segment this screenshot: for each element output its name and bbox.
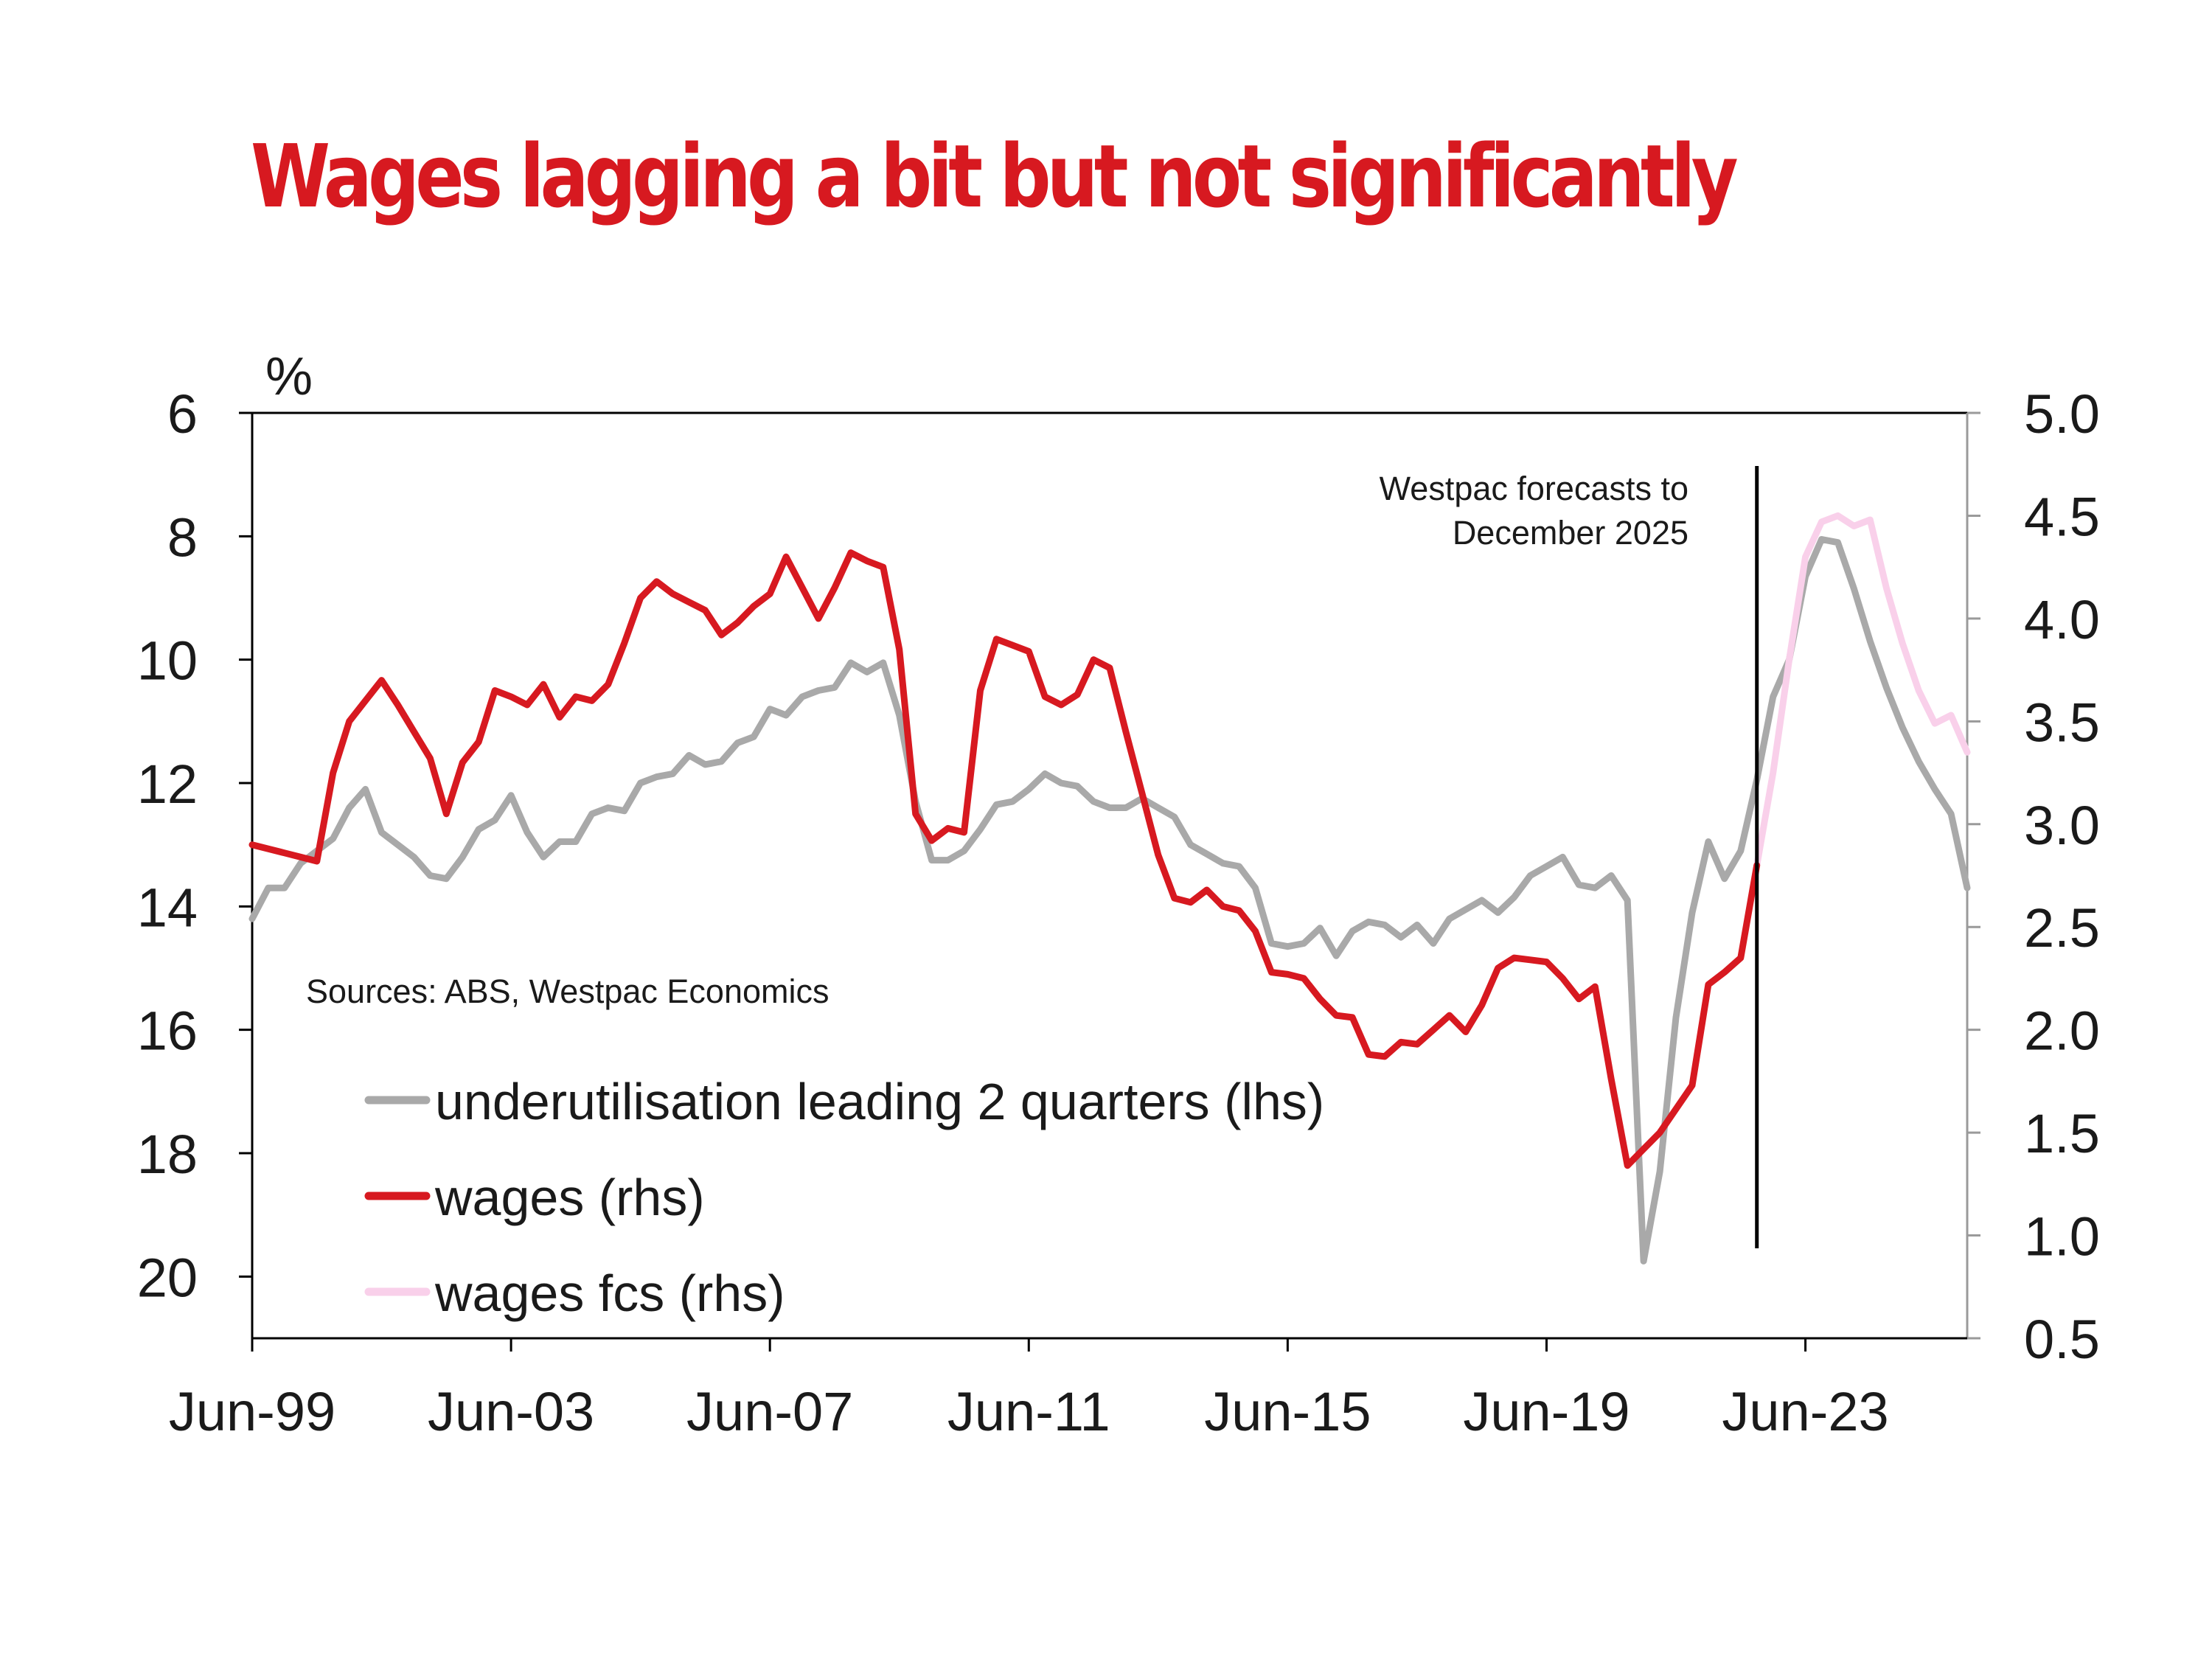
chart-title: Wages lagging a bit but not significantl… [251, 125, 1739, 227]
series-wages-fcs-line [1753, 512, 1971, 869]
left-axis-unit: % [265, 347, 313, 406]
right-tick-label: 0.5 [2024, 1309, 2100, 1370]
legend-item-wages-fcs-label: wages fcs (rhs) [434, 1265, 785, 1322]
right-tick-label: 5.0 [2024, 383, 2100, 445]
left-tick-label: 14 [137, 877, 198, 938]
left-tick-label: 12 [137, 754, 198, 815]
legend-item-wages-label: wages (rhs) [434, 1169, 705, 1226]
x-tick-label: Jun-03 [428, 1381, 594, 1442]
right-tick-label: 2.0 [2024, 1001, 2100, 1062]
forecast-annotation-line2: December 2025 [1453, 514, 1688, 552]
forecast-annotation-line1: Westpac forecasts to [1380, 470, 1688, 507]
left-tick-label: 6 [167, 383, 198, 445]
series-underutilisation-line [248, 536, 1971, 1265]
left-tick-label: 8 [167, 507, 198, 568]
left-tick-label: 16 [137, 1001, 198, 1062]
source-note: Sources: ABS, Westpac Economics [306, 973, 829, 1010]
x-tick-label: Jun-19 [1463, 1381, 1630, 1442]
left-tick-label: 10 [137, 630, 198, 692]
right-tick-label: 3.5 [2024, 692, 2100, 753]
legend-item-underutilisation-label: underutilisation leading 2 quarters (lhs… [435, 1073, 1324, 1130]
right-tick-label: 1.5 [2024, 1103, 2100, 1164]
series-wages-line [248, 549, 1761, 1169]
x-tick-label: Jun-11 [947, 1381, 1110, 1442]
left-tick-label: 18 [137, 1124, 198, 1185]
right-tick-label: 4.5 [2024, 486, 2100, 547]
x-tick-label: Jun-99 [169, 1381, 335, 1442]
right-tick-label: 4.0 [2024, 589, 2100, 650]
right-tick-label: 1.0 [2024, 1206, 2100, 1267]
x-tick-label: Jun-07 [686, 1381, 853, 1442]
left-tick-label: 20 [137, 1247, 198, 1308]
x-tick-label: Jun-15 [1204, 1381, 1371, 1442]
right-tick-label: 2.5 [2024, 897, 2100, 959]
right-tick-label: 3.0 [2024, 795, 2100, 856]
x-tick-label: Jun-23 [1722, 1381, 1888, 1442]
